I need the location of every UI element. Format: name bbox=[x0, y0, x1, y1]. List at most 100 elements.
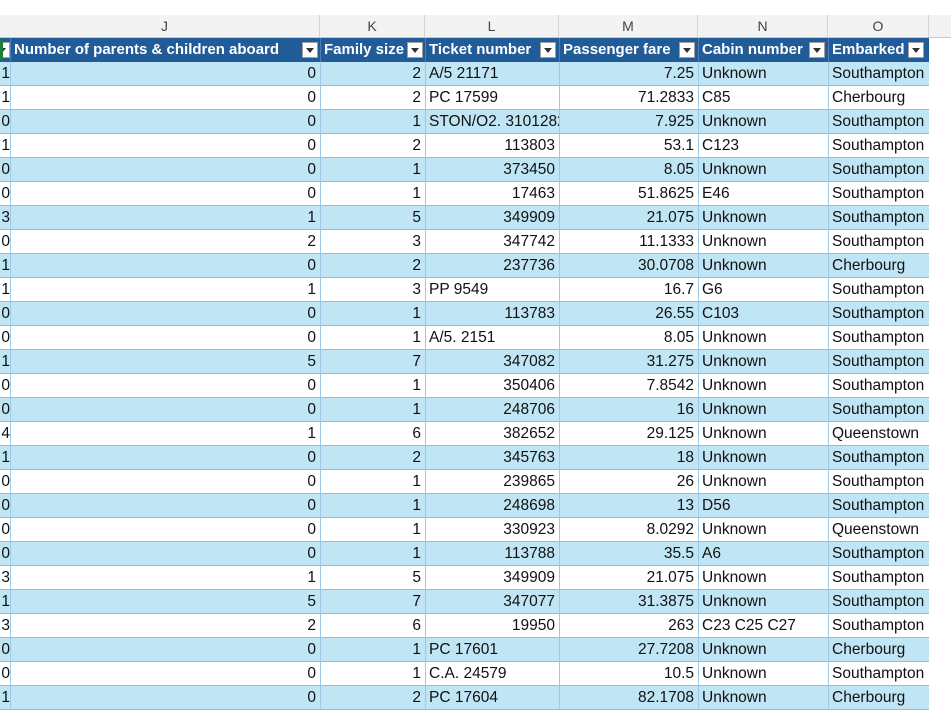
cell-cabin-number[interactable]: Unknown bbox=[698, 446, 828, 470]
cell-cabin-number[interactable]: C123 bbox=[698, 134, 828, 158]
cell-ticket-number[interactable]: 19950 bbox=[425, 614, 559, 638]
cell-family-size[interactable]: 1 bbox=[320, 182, 425, 206]
cell-family-size[interactable]: 5 bbox=[320, 566, 425, 590]
cell-passenger-fare[interactable]: 30.0708 bbox=[559, 254, 698, 278]
cell-parents-children[interactable]: 0 bbox=[10, 182, 320, 206]
cell-embarked[interactable]: Southampton bbox=[828, 398, 929, 422]
filter-dropdown-icon[interactable] bbox=[0, 42, 10, 58]
cell-parents-children[interactable]: 0 bbox=[10, 254, 320, 278]
cell-cabin-number[interactable]: Unknown bbox=[698, 206, 828, 230]
cell-passenger-fare[interactable]: 21.075 bbox=[559, 206, 698, 230]
cell-cabin-number[interactable]: Unknown bbox=[698, 590, 828, 614]
cell-embarked[interactable]: Southampton bbox=[828, 374, 929, 398]
cell-embarked[interactable]: Southampton bbox=[828, 158, 929, 182]
filter-dropdown-icon[interactable] bbox=[908, 42, 924, 58]
cell-cabin-number[interactable]: Unknown bbox=[698, 566, 828, 590]
cell-passenger-fare[interactable]: 82.1708 bbox=[559, 686, 698, 710]
cell-cabin-number[interactable]: Unknown bbox=[698, 470, 828, 494]
column-header-k[interactable]: K bbox=[320, 15, 425, 37]
header-cell-parents-children[interactable]: Number of parents & children aboard bbox=[14, 41, 280, 58]
cell-family-size[interactable]: 2 bbox=[320, 134, 425, 158]
cell-ticket-number[interactable]: 350406 bbox=[425, 374, 559, 398]
cell-cabin-number[interactable]: E46 bbox=[698, 182, 828, 206]
cell-ticket-number[interactable]: 17463 bbox=[425, 182, 559, 206]
cell-ticket-number[interactable]: 345763 bbox=[425, 446, 559, 470]
cell-siblings-spouses[interactable]: 1 bbox=[0, 62, 10, 86]
cell-siblings-spouses[interactable]: 0 bbox=[0, 230, 10, 254]
cell-ticket-number[interactable]: 349909 bbox=[425, 206, 559, 230]
cell-parents-children[interactable]: 0 bbox=[10, 518, 320, 542]
cell-parents-children[interactable]: 0 bbox=[10, 374, 320, 398]
cell-passenger-fare[interactable]: 26 bbox=[559, 470, 698, 494]
cell-parents-children[interactable]: 0 bbox=[10, 494, 320, 518]
cell-embarked[interactable]: Southampton bbox=[828, 110, 929, 134]
cell-passenger-fare[interactable]: 51.8625 bbox=[559, 182, 698, 206]
cell-family-size[interactable]: 1 bbox=[320, 470, 425, 494]
cell-parents-children[interactable]: 2 bbox=[10, 614, 320, 638]
cell-parents-children[interactable]: 0 bbox=[10, 686, 320, 710]
cell-embarked[interactable]: Southampton bbox=[828, 134, 929, 158]
cell-ticket-number[interactable]: 373450 bbox=[425, 158, 559, 182]
cell-embarked[interactable]: Queenstown bbox=[828, 422, 929, 446]
cell-family-size[interactable]: 1 bbox=[320, 662, 425, 686]
cell-ticket-number[interactable]: 113803 bbox=[425, 134, 559, 158]
cell-ticket-number[interactable]: PC 17599 bbox=[425, 86, 559, 110]
cell-cabin-number[interactable]: Unknown bbox=[698, 230, 828, 254]
cell-embarked[interactable]: Southampton bbox=[828, 62, 929, 86]
cell-siblings-spouses[interactable]: 1 bbox=[0, 446, 10, 470]
cell-parents-children[interactable]: 0 bbox=[10, 86, 320, 110]
cell-passenger-fare[interactable]: 8.05 bbox=[559, 326, 698, 350]
cell-embarked[interactable]: Southampton bbox=[828, 326, 929, 350]
cell-siblings-spouses[interactable]: 0 bbox=[0, 398, 10, 422]
cell-siblings-spouses[interactable]: 1 bbox=[0, 686, 10, 710]
cell-family-size[interactable]: 1 bbox=[320, 494, 425, 518]
header-cell-cabin-number[interactable]: Cabin number bbox=[702, 41, 803, 58]
cell-parents-children[interactable]: 0 bbox=[10, 398, 320, 422]
cell-cabin-number[interactable]: Unknown bbox=[698, 326, 828, 350]
cell-ticket-number[interactable]: C.A. 24579 bbox=[425, 662, 559, 686]
cell-parents-children[interactable]: 5 bbox=[10, 350, 320, 374]
cell-passenger-fare[interactable]: 31.275 bbox=[559, 350, 698, 374]
filter-dropdown-icon[interactable] bbox=[809, 42, 825, 58]
cell-passenger-fare[interactable]: 26.55 bbox=[559, 302, 698, 326]
cell-passenger-fare[interactable]: 8.0292 bbox=[559, 518, 698, 542]
header-cell-embarked[interactable]: Embarked bbox=[832, 41, 905, 58]
cell-embarked[interactable]: Southampton bbox=[828, 350, 929, 374]
filter-dropdown-icon[interactable] bbox=[540, 42, 556, 58]
cell-passenger-fare[interactable]: 11.1333 bbox=[559, 230, 698, 254]
cell-siblings-spouses[interactable]: 0 bbox=[0, 662, 10, 686]
cell-ticket-number[interactable]: 248706 bbox=[425, 398, 559, 422]
cell-parents-children[interactable]: 0 bbox=[10, 158, 320, 182]
cell-parents-children[interactable]: 1 bbox=[10, 278, 320, 302]
cell-embarked[interactable]: Southampton bbox=[828, 446, 929, 470]
cell-ticket-number[interactable]: 382652 bbox=[425, 422, 559, 446]
cell-embarked[interactable]: Southampton bbox=[828, 566, 929, 590]
cell-cabin-number[interactable]: D56 bbox=[698, 494, 828, 518]
cell-embarked[interactable]: Southampton bbox=[828, 278, 929, 302]
cell-passenger-fare[interactable]: 29.125 bbox=[559, 422, 698, 446]
cell-family-size[interactable]: 3 bbox=[320, 230, 425, 254]
cell-parents-children[interactable]: 0 bbox=[10, 662, 320, 686]
cell-cabin-number[interactable]: C23 C25 C27 bbox=[698, 614, 828, 638]
cell-passenger-fare[interactable]: 27.7208 bbox=[559, 638, 698, 662]
cell-passenger-fare[interactable]: 35.5 bbox=[559, 542, 698, 566]
column-header-j[interactable]: J bbox=[10, 15, 320, 37]
cell-embarked[interactable]: Southampton bbox=[828, 662, 929, 686]
cell-parents-children[interactable]: 0 bbox=[10, 326, 320, 350]
cell-family-size[interactable]: 1 bbox=[320, 110, 425, 134]
column-header-n[interactable]: N bbox=[698, 15, 828, 37]
cell-family-size[interactable]: 3 bbox=[320, 278, 425, 302]
cell-embarked[interactable]: Cherbourg bbox=[828, 86, 929, 110]
cell-passenger-fare[interactable]: 71.2833 bbox=[559, 86, 698, 110]
cell-passenger-fare[interactable]: 21.075 bbox=[559, 566, 698, 590]
cell-cabin-number[interactable]: Unknown bbox=[698, 398, 828, 422]
cell-ticket-number[interactable]: PP 9549 bbox=[425, 278, 559, 302]
cell-embarked[interactable]: Southampton bbox=[828, 302, 929, 326]
cell-family-size[interactable]: 1 bbox=[320, 542, 425, 566]
cell-passenger-fare[interactable]: 8.05 bbox=[559, 158, 698, 182]
cell-cabin-number[interactable]: Unknown bbox=[698, 422, 828, 446]
cell-passenger-fare[interactable]: 10.5 bbox=[559, 662, 698, 686]
cell-siblings-spouses[interactable]: 4 bbox=[0, 422, 10, 446]
cell-family-size[interactable]: 6 bbox=[320, 614, 425, 638]
cell-parents-children[interactable]: 1 bbox=[10, 566, 320, 590]
